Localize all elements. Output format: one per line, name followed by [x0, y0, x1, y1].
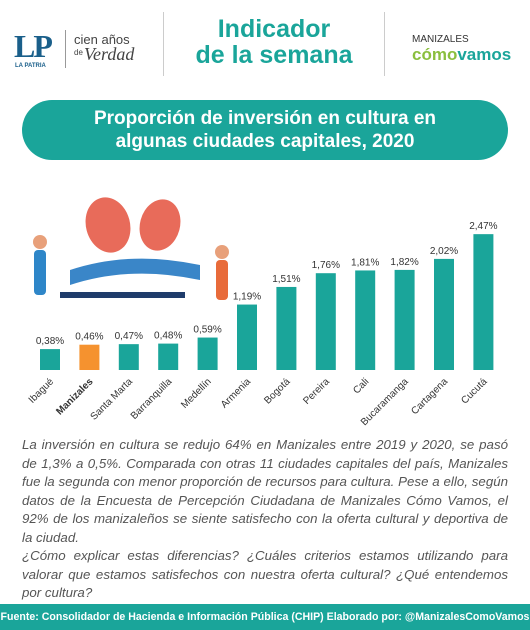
bar	[40, 349, 60, 370]
value-label: 0,46%	[75, 332, 103, 343]
bar	[276, 286, 297, 370]
value-label: 1,82%	[390, 257, 418, 268]
partner-logo: cómovamos	[412, 45, 511, 65]
partner-text: vamos	[457, 45, 512, 64]
partner: MANIZALES	[412, 34, 469, 45]
paragraph: ¿Cómo explicar estas diferencias? ¿Cuále…	[22, 548, 508, 600]
person	[34, 250, 46, 295]
person	[215, 245, 229, 259]
separator	[65, 30, 66, 68]
bar	[79, 344, 100, 370]
bar	[355, 270, 376, 370]
tagline: Verdad	[84, 44, 135, 64]
header-title: Indicador de la semana	[164, 16, 384, 68]
x-tick-label: Pereira	[301, 376, 332, 407]
x-tick-label: Ibagué	[27, 376, 57, 406]
body-text: La inversión en cultura se redujo 64% en…	[22, 436, 508, 603]
partner-text: cómo	[412, 45, 458, 64]
value-label: 1,81%	[351, 257, 379, 268]
person	[216, 260, 228, 300]
x-tick-label: Santa Marta	[89, 376, 136, 423]
x-tick-label: Cucutá	[459, 376, 489, 406]
x-tick-label: Medellín	[179, 376, 214, 411]
bar	[394, 269, 415, 370]
paragraph: La inversión en cultura se redujo 64% en…	[22, 437, 508, 545]
bar	[118, 344, 139, 370]
bar	[473, 234, 494, 370]
bar	[197, 337, 218, 370]
value-label: 2,02%	[430, 246, 458, 257]
stage	[60, 292, 185, 298]
value-label: 2,47%	[469, 221, 497, 232]
footer: Fuente: Consolidador de Hacienda e Infor…	[0, 604, 530, 630]
bar	[315, 273, 336, 370]
value-label: 0,47%	[115, 331, 143, 342]
x-tick-label: Cartagena	[409, 376, 450, 417]
tagline: de	[74, 48, 83, 57]
illustration	[33, 197, 229, 300]
chart-title: Proporción de inversión en cultura en al…	[93, 108, 437, 152]
logo-sub: LA PATRIA	[15, 63, 46, 69]
ribbon	[70, 258, 200, 285]
person	[33, 235, 47, 249]
logo: LP	[14, 28, 53, 64]
x-tick-label: Armenia	[219, 376, 253, 410]
mask	[139, 199, 181, 251]
header-title-line: de la semana	[195, 41, 353, 69]
mask	[85, 197, 131, 253]
x-tick-label: Barranquilla	[129, 376, 175, 422]
value-label: 1,76%	[312, 260, 340, 271]
separator	[384, 12, 385, 76]
value-label: 0,59%	[193, 325, 221, 336]
x-tick-label: Bogotá	[262, 376, 292, 406]
header-title-line: Indicador	[217, 15, 331, 43]
x-tick-label: Manizales	[54, 376, 95, 417]
value-label: 0,38%	[36, 336, 64, 347]
bar	[237, 304, 257, 370]
x-tick-label: Cali	[351, 376, 371, 396]
chart: 0,38% Ibagué 0,46% Manizales 0,47% Santa Mart…	[27, 197, 498, 428]
value-label: 0,48%	[154, 331, 182, 342]
tagline: cien años	[74, 32, 130, 47]
bar	[158, 343, 179, 370]
separator	[163, 12, 164, 76]
chart-title-box: Proporción de inversión en cultura en al…	[22, 100, 508, 160]
value-label: 1,19%	[233, 292, 261, 303]
bar	[434, 258, 454, 370]
value-label: 1,51%	[272, 274, 300, 285]
